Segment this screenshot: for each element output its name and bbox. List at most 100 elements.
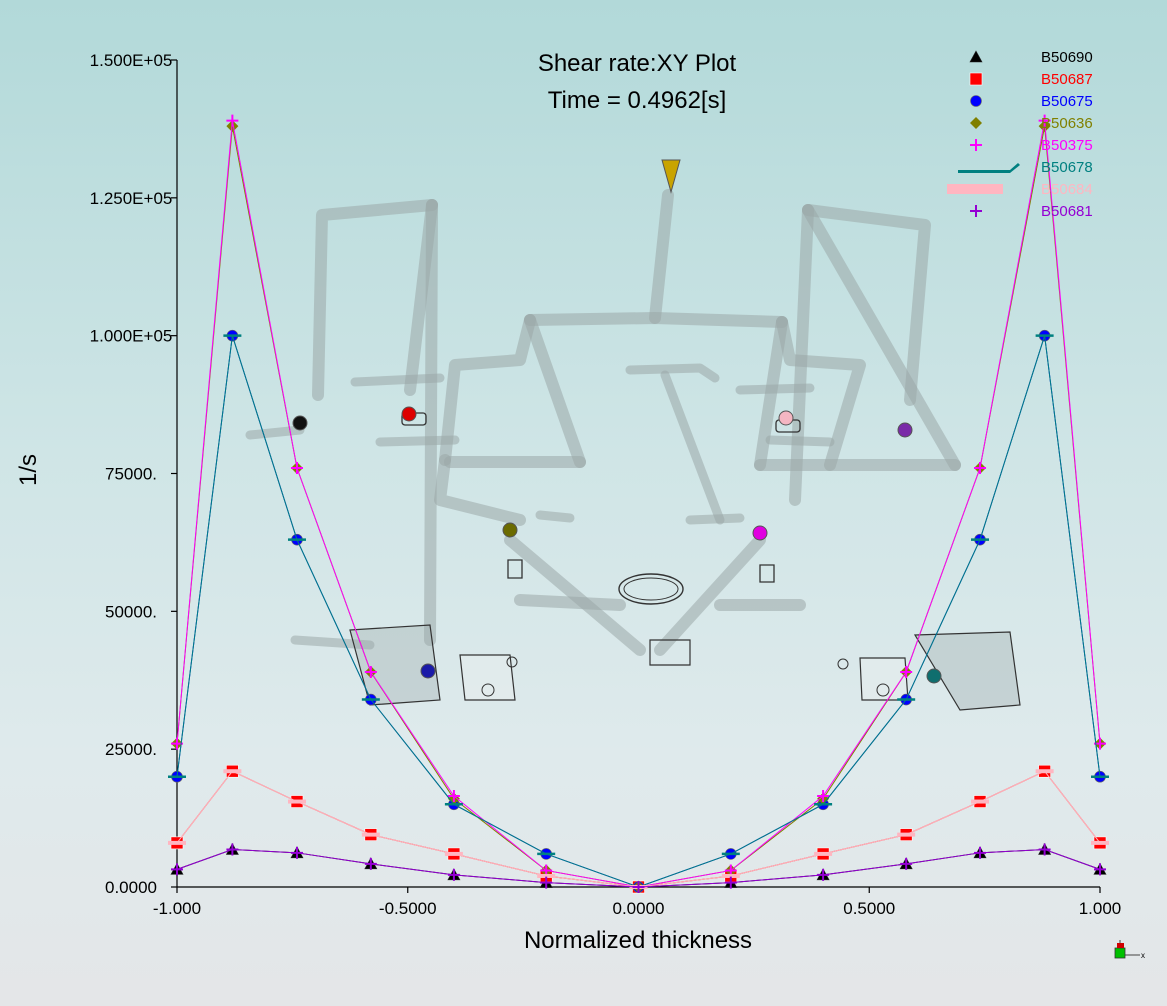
molded-part-model (245, 159, 1021, 711)
data-point (171, 863, 183, 876)
data-point (223, 769, 242, 774)
data-point (226, 114, 239, 127)
legend-item: B50684 (947, 181, 1093, 198)
probe-sphere-teal (926, 668, 942, 684)
data-point (900, 857, 913, 870)
data-point (974, 846, 987, 859)
x-axis-title: Normalized thickness (524, 927, 752, 954)
y-tick-label: 25000. (105, 740, 157, 759)
data-point (287, 799, 306, 804)
data-point (447, 868, 460, 881)
center-ring (618, 573, 684, 605)
series-B50681 (171, 843, 1106, 893)
legend-marker (970, 95, 982, 107)
y-ticks: 0.0000 25000. 50000. 75000. 1.000E+05 1.250E+… (90, 51, 177, 897)
data-point (447, 790, 460, 803)
axes: 0.0000 25000. 50000. 75000. 1.000E+05 1.250E+… (90, 51, 1122, 918)
series-layer (168, 114, 1109, 894)
data-point (444, 851, 463, 856)
y-tick-label: 0.0000 (105, 878, 157, 897)
legend-item: B50690 (969, 49, 1093, 66)
y-tick-label: 75000. (105, 465, 157, 484)
data-point (724, 876, 737, 889)
probe-sphere-pink (778, 410, 794, 426)
data-point (226, 843, 239, 856)
series-line (176, 335, 1101, 888)
probe-sphere-black (292, 415, 308, 431)
data-point (632, 881, 645, 893)
legend-marker (947, 184, 1003, 194)
data-point (1094, 863, 1106, 876)
legend: B50690 B50687 B50675 B50636 B50375 B50678 B506… (947, 49, 1093, 220)
legend-label: B50687 (1041, 71, 1093, 88)
data-point (1038, 843, 1051, 856)
data-point (168, 840, 186, 845)
legend-item: B50375 (970, 137, 1093, 154)
legend-label: B50678 (1041, 159, 1093, 176)
probe-sphere-red (401, 406, 417, 422)
y-tick-label: 1.250E+05 (90, 189, 173, 208)
data-point (364, 857, 377, 870)
data-point (290, 461, 303, 474)
data-point (817, 790, 830, 803)
view-orientation-triad: x (1114, 940, 1145, 960)
y-axis-title: 1/s (15, 454, 42, 486)
data-point (1035, 769, 1054, 774)
y-tick-label: 1.500E+05 (90, 51, 173, 70)
data-point (897, 832, 916, 837)
chart-subtitle: Time = 0.4962[s] (548, 87, 727, 114)
series-B50684 (168, 769, 1109, 889)
data-point (721, 873, 740, 878)
series-B50375 (171, 114, 1106, 893)
data-point (1038, 114, 1051, 127)
legend-label: B50690 (1041, 49, 1093, 66)
legend-marker (969, 72, 983, 86)
series-line (176, 770, 1101, 888)
data-point (537, 873, 556, 878)
y-tick-label: 50000. (105, 602, 157, 621)
legend-marker (970, 117, 982, 129)
legend-item: B50636 (970, 115, 1093, 132)
x-tick-label: -1.000 (153, 899, 201, 918)
data-point (974, 461, 987, 474)
legend-label: B50675 (1041, 93, 1093, 110)
series-B50687 (170, 764, 1107, 894)
data-point (971, 799, 990, 804)
legend-marker (969, 50, 983, 63)
series-line (176, 120, 1101, 888)
legend-label: B50681 (1041, 203, 1093, 220)
probe-sphere-olive (502, 522, 518, 538)
legend-label: B50636 (1041, 115, 1093, 132)
triad-cube-icon (1114, 947, 1126, 959)
probe-sphere-purple (897, 422, 913, 438)
data-point (361, 832, 380, 837)
data-point (1091, 840, 1109, 845)
left-insert (349, 624, 518, 706)
probe-sphere-blue (420, 663, 436, 679)
x-tick-label: -0.5000 (379, 899, 437, 918)
legend-marker (958, 163, 1020, 173)
x-tick-label: 1.000 (1079, 899, 1122, 918)
data-point (900, 665, 913, 678)
series-line (176, 335, 1101, 888)
data-point (817, 868, 830, 881)
probe-sphere-magenta (752, 525, 768, 541)
probe-markers (292, 406, 942, 684)
legend-label: B50375 (1041, 137, 1093, 154)
legend-item: B50681 (970, 203, 1093, 220)
x-tick-label: 0.5000 (843, 899, 895, 918)
data-point (290, 846, 303, 859)
legend-item: B50675 (970, 93, 1093, 110)
chart-title: Shear rate:XY Plot (538, 50, 737, 77)
y-tick-label: 1.000E+05 (90, 327, 173, 346)
triad-x-label: x (1141, 951, 1145, 960)
legend-item: B50678 (958, 159, 1093, 176)
legend-item: B50687 (969, 71, 1093, 88)
injection-gate-icon (661, 159, 681, 194)
series-line (176, 770, 1101, 888)
x-tick-label: 0.0000 (613, 899, 665, 918)
data-point (540, 876, 553, 889)
legend-marker (970, 139, 982, 151)
data-point (814, 851, 833, 856)
